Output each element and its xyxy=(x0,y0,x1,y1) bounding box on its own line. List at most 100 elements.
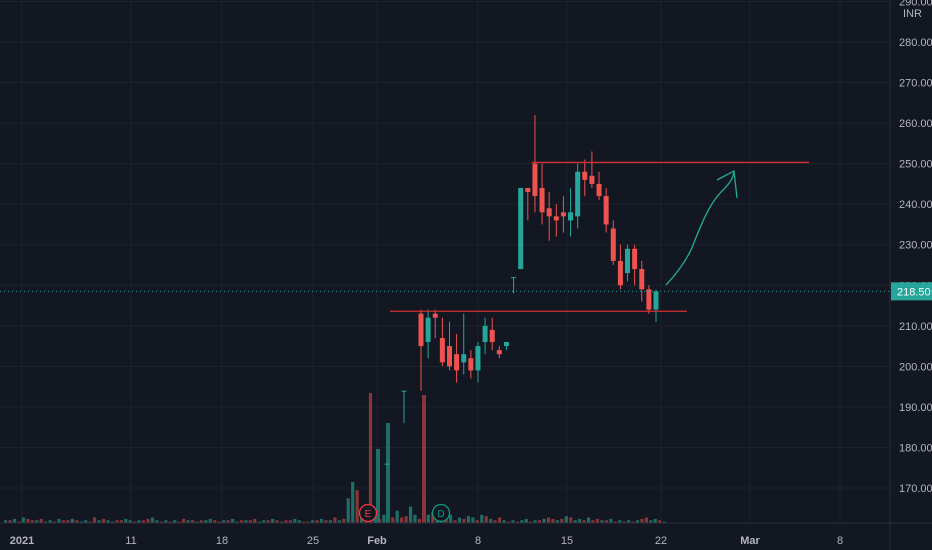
volume-bar xyxy=(515,521,519,523)
volume-bar xyxy=(511,520,515,523)
volume-bar xyxy=(21,517,25,523)
volume-bar xyxy=(578,518,582,523)
volume-bar xyxy=(213,520,217,523)
volume-bar xyxy=(39,518,43,523)
volume-bar xyxy=(93,517,97,523)
time-tick-label: 11 xyxy=(125,535,136,547)
volume-bar xyxy=(48,520,52,523)
volume-bar xyxy=(101,518,106,523)
volume-bar xyxy=(524,518,528,523)
projection-arrow[interactable] xyxy=(665,171,735,286)
candle-body xyxy=(432,313,438,318)
volume-bar xyxy=(546,517,551,523)
volume-bar xyxy=(88,521,92,523)
candle-body xyxy=(482,325,488,343)
volume-bar xyxy=(4,520,8,523)
candle xyxy=(401,390,407,424)
dividend-marker[interactable]: D xyxy=(431,503,451,523)
volume-bar xyxy=(302,521,306,523)
volume-bar xyxy=(644,517,648,523)
candle xyxy=(625,244,631,282)
candle xyxy=(589,151,595,188)
event-marker-circle xyxy=(431,503,451,523)
time-axis[interactable]: 2021 11 18 25 Feb 8 15 22 Mar 8 xyxy=(0,522,932,547)
volume-bar xyxy=(155,520,159,523)
price-tick-label: 200.00 xyxy=(899,361,932,373)
volume-bar xyxy=(564,516,568,523)
candle xyxy=(425,309,431,359)
price-axis[interactable]: 290.00 280.00 270.00 260.00 250.00 240.00 230.… xyxy=(889,0,932,550)
candle-body xyxy=(546,208,552,217)
volume-bar xyxy=(408,506,413,523)
volume-bar xyxy=(222,520,226,523)
volume-bar xyxy=(618,520,622,523)
volume-bar xyxy=(529,521,533,523)
candle-body xyxy=(418,313,424,347)
volume-bar xyxy=(493,520,497,523)
volume-bar xyxy=(75,520,79,523)
candle xyxy=(575,163,581,229)
candle-body xyxy=(518,187,524,270)
price-tick-label: 280.00 xyxy=(899,37,932,49)
candle-body xyxy=(532,163,538,197)
candle xyxy=(496,346,502,359)
event-marker-label: D xyxy=(437,509,444,520)
volume-bar xyxy=(324,520,328,523)
volume-bar xyxy=(484,516,488,523)
volume-bar xyxy=(284,520,288,523)
price-tick-label: 210.00 xyxy=(899,321,932,333)
volume-bar xyxy=(306,521,310,523)
volume-bar xyxy=(404,516,408,523)
candle-body xyxy=(575,171,581,217)
candle-body xyxy=(560,212,566,217)
price-tick-label: 170.00 xyxy=(899,483,932,495)
volume-bar xyxy=(271,518,275,523)
volume-bar xyxy=(182,518,186,523)
candle xyxy=(511,277,517,294)
price-tick-label: 250.00 xyxy=(899,159,932,171)
event-marker-label: E xyxy=(365,509,372,520)
earnings-marker[interactable]: E xyxy=(358,503,378,523)
time-tick-label: Feb xyxy=(367,535,387,547)
candle-body xyxy=(617,260,623,286)
volume-bar xyxy=(115,520,119,523)
candle-body xyxy=(496,350,502,355)
volume-bar xyxy=(395,510,399,523)
time-tick-label: Mar xyxy=(740,535,760,547)
candle-body xyxy=(489,329,495,343)
price-tick-label: 290.00 xyxy=(899,0,932,8)
volume-bar xyxy=(391,517,395,523)
time-tick-label: 22 xyxy=(655,535,667,547)
candle xyxy=(632,244,638,286)
candle xyxy=(553,204,559,237)
volume-bar xyxy=(582,520,586,523)
time-tick-label: 8 xyxy=(475,535,481,547)
time-tick-label: 2021 xyxy=(10,535,34,547)
volume-bar xyxy=(333,517,337,523)
time-tick-label: 15 xyxy=(561,535,573,547)
price-tick-label: 240.00 xyxy=(899,199,932,211)
drawings[interactable] xyxy=(390,161,809,312)
volume-bar xyxy=(297,520,301,523)
volume-bar xyxy=(417,518,422,523)
candle-body xyxy=(511,277,517,279)
volume-bar xyxy=(640,518,644,523)
volume-bar xyxy=(653,518,657,523)
volume-bar xyxy=(168,521,172,523)
volume-bar xyxy=(253,518,257,523)
candle xyxy=(546,192,552,241)
volume-bar xyxy=(66,520,70,523)
volume-bars xyxy=(4,393,666,523)
candle xyxy=(646,285,652,314)
candle xyxy=(446,321,452,371)
volume-bar xyxy=(177,521,181,523)
candle-body xyxy=(539,187,545,213)
volume-bar xyxy=(595,518,600,523)
volume-bar xyxy=(662,521,666,523)
volume-bar xyxy=(315,520,319,523)
volume-bar xyxy=(257,521,261,523)
candle xyxy=(525,187,531,221)
volume-bar xyxy=(351,481,355,523)
